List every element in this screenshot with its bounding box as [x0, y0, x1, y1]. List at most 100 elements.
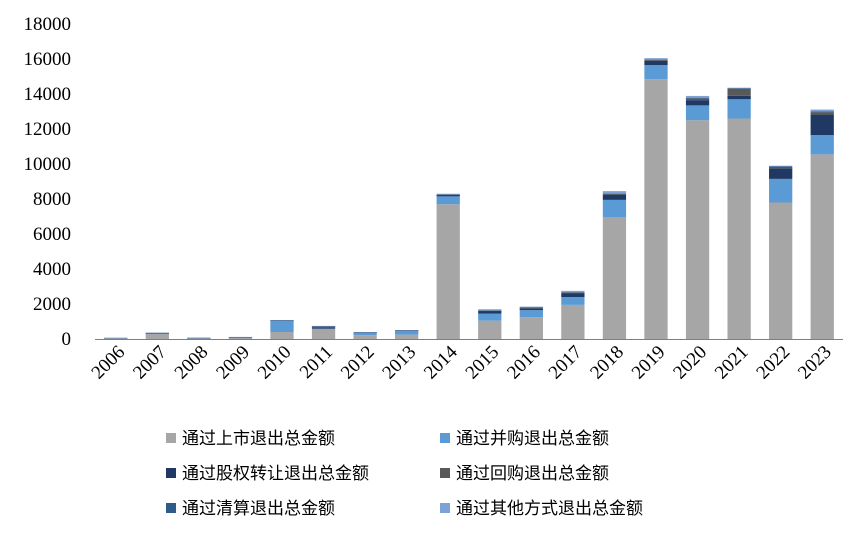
- y-tick-label: 18000: [24, 14, 72, 35]
- bar-segment: [810, 109, 834, 112]
- x-tick-label: 2008: [171, 342, 213, 384]
- x-tick-label: 2020: [669, 342, 711, 384]
- bar-segment: [311, 328, 336, 330]
- bar-segment: [727, 118, 751, 339]
- bar-segment: [311, 327, 336, 329]
- bar-segment: [561, 292, 585, 294]
- x-tick-label: 2019: [628, 342, 670, 384]
- bar-segment: [519, 310, 543, 318]
- x-tick-label: 2023: [794, 342, 836, 384]
- bar-segment: [810, 115, 834, 136]
- x-tick-label: 2018: [586, 342, 628, 384]
- y-tick-label: 4000: [33, 259, 71, 280]
- bar-segment: [145, 333, 169, 339]
- bar-segment: [769, 167, 793, 169]
- bar-segment: [685, 98, 710, 101]
- x-tick-label: 2016: [503, 342, 545, 384]
- legend-swatch: [166, 468, 176, 478]
- legend-label: 通过回购退出总金额: [456, 464, 609, 484]
- bar-segment: [810, 154, 834, 340]
- bar-segment: [311, 329, 336, 340]
- bar-segment: [727, 88, 751, 89]
- x-axis: 2006 2007 2008 2009 2010 2011 2012 2013 2014 2015…: [88, 339, 843, 384]
- bar-segment: [810, 111, 834, 113]
- bar-segment: [187, 338, 211, 340]
- x-tick-label: 2014: [420, 341, 462, 383]
- bar-segment: [478, 310, 502, 312]
- x-tick-label: 2010: [254, 342, 296, 384]
- bar-segment: [478, 309, 502, 311]
- bar-segment: [519, 307, 543, 308]
- bar-segment: [685, 120, 710, 339]
- bar-segment: [519, 317, 543, 340]
- bar-segment: [478, 310, 502, 311]
- legend-label: 通过股权转让退出总金额: [182, 464, 369, 484]
- bar-segment: [810, 135, 834, 155]
- y-tick-label: 8000: [33, 189, 71, 210]
- bar-segment: [228, 337, 253, 339]
- bar-segment: [602, 193, 627, 194]
- bar-segment: [478, 313, 502, 321]
- bar-segment: [602, 191, 627, 194]
- bar-segment: [644, 60, 668, 66]
- x-tick-label: 2012: [337, 342, 379, 384]
- bar-segment: [270, 320, 294, 321]
- bar-segment: [104, 338, 128, 340]
- bar-segment: [727, 87, 751, 89]
- y-tick-label: 6000: [33, 224, 71, 245]
- bar-segment: [436, 193, 460, 195]
- legend-swatch: [166, 433, 176, 443]
- bar-segment: [561, 293, 585, 297]
- bars: [104, 58, 834, 340]
- y-tick-label: 0: [62, 329, 72, 350]
- bar-segment: [270, 332, 294, 339]
- bar-segment: [311, 326, 336, 328]
- x-tick-label: 2017: [545, 342, 587, 384]
- x-tick-label: 2009: [212, 342, 254, 384]
- bar-segment: [685, 97, 710, 99]
- bar-segment: [478, 311, 502, 314]
- bar-segment: [436, 194, 460, 196]
- bar-segment: [104, 337, 128, 339]
- bar-segment: [602, 199, 627, 218]
- x-tick-label: 2006: [88, 342, 130, 384]
- bar-segment: [685, 100, 710, 106]
- legend-label: 通过上市退出总金额: [182, 429, 335, 449]
- bar-segment: [519, 307, 543, 309]
- y-tick-label: 14000: [24, 84, 72, 105]
- bar-segment: [685, 105, 710, 121]
- bar-segment: [561, 304, 585, 340]
- bar-segment: [436, 196, 460, 205]
- bar-segment: [602, 194, 627, 200]
- bar-segment: [228, 336, 253, 338]
- bar-segment: [395, 330, 419, 335]
- legend-swatch: [440, 503, 450, 513]
- bar-segment: [478, 320, 502, 340]
- bar-segment: [395, 330, 419, 331]
- legend-swatch: [166, 503, 176, 513]
- bar-segment: [644, 65, 668, 80]
- bar-segment: [395, 334, 419, 340]
- bar-segment: [270, 320, 294, 333]
- y-axis: 0 2000 4000 6000 8000 10000 12000 14000 16000 180…: [24, 14, 72, 350]
- bar-segment: [644, 59, 668, 60]
- bar-segment: [602, 217, 627, 340]
- bar-segment: [561, 297, 585, 305]
- bar-segment: [187, 337, 211, 339]
- x-tick-label: 2011: [296, 342, 337, 383]
- bar-segment: [436, 194, 460, 195]
- bar-segment: [644, 59, 668, 61]
- bar-segment: [727, 88, 751, 96]
- bar-segment: [145, 332, 169, 334]
- x-tick-label: 2013: [378, 342, 420, 384]
- bar-segment: [353, 332, 377, 336]
- bar-segment: [769, 165, 793, 167]
- bar-segment: [519, 306, 543, 308]
- x-tick-label: 2022: [752, 342, 794, 384]
- bar-segment: [644, 79, 668, 340]
- x-tick-label: 2015: [462, 342, 504, 384]
- bar-segment: [685, 95, 710, 98]
- bar-segment: [561, 290, 585, 293]
